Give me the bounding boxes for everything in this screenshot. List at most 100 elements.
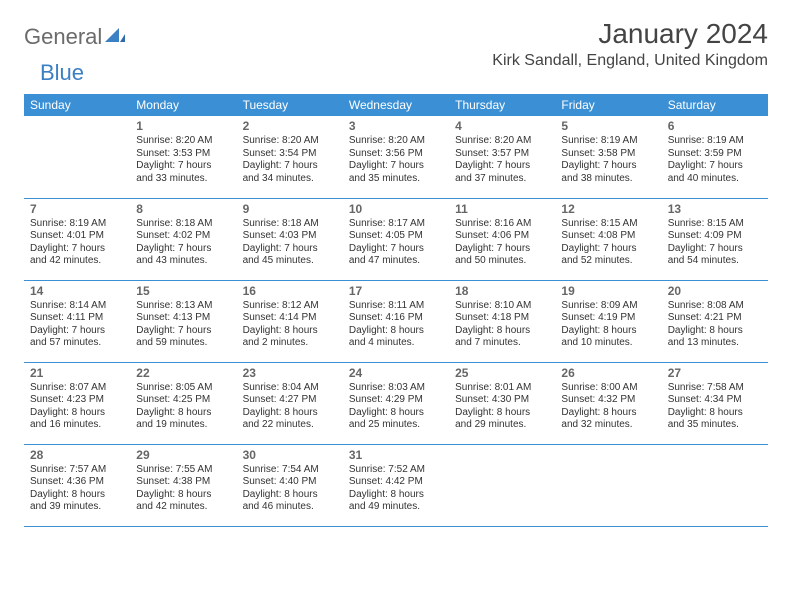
sunrise-line: Sunrise: 8:19 AM [30, 218, 124, 231]
day-number: 6 [668, 119, 762, 134]
empty-cell [555, 444, 661, 526]
sunrise-line: Sunrise: 7:57 AM [30, 464, 124, 477]
sunrise-line: Sunrise: 7:54 AM [243, 464, 337, 477]
daylight-line: Daylight: 8 hours and 2 minutes. [243, 325, 337, 350]
sunset-line: Sunset: 4:02 PM [136, 230, 230, 243]
sunset-line: Sunset: 4:18 PM [455, 312, 549, 325]
day-cell: 21Sunrise: 8:07 AMSunset: 4:23 PMDayligh… [24, 362, 130, 444]
day-number: 17 [349, 284, 443, 299]
day-cell: 22Sunrise: 8:05 AMSunset: 4:25 PMDayligh… [130, 362, 236, 444]
day-number: 2 [243, 119, 337, 134]
logo-text-blue: Blue [40, 60, 84, 86]
day-number: 1 [136, 119, 230, 134]
day-cell: 3Sunrise: 8:20 AMSunset: 3:56 PMDaylight… [343, 116, 449, 198]
sunset-line: Sunset: 4:13 PM [136, 312, 230, 325]
week-row: 1Sunrise: 8:20 AMSunset: 3:53 PMDaylight… [24, 116, 768, 198]
day-number: 3 [349, 119, 443, 134]
sunset-line: Sunset: 4:27 PM [243, 394, 337, 407]
day-number: 7 [30, 202, 124, 217]
day-cell: 6Sunrise: 8:19 AMSunset: 3:59 PMDaylight… [662, 116, 768, 198]
sunrise-line: Sunrise: 8:15 AM [561, 218, 655, 231]
day-cell: 23Sunrise: 8:04 AMSunset: 4:27 PMDayligh… [237, 362, 343, 444]
sunset-line: Sunset: 4:42 PM [349, 476, 443, 489]
daylight-line: Daylight: 7 hours and 37 minutes. [455, 160, 549, 185]
sunset-line: Sunset: 3:54 PM [243, 148, 337, 161]
day-cell: 1Sunrise: 8:20 AMSunset: 3:53 PMDaylight… [130, 116, 236, 198]
day-number: 13 [668, 202, 762, 217]
day-cell: 12Sunrise: 8:15 AMSunset: 4:08 PMDayligh… [555, 198, 661, 280]
sunset-line: Sunset: 4:38 PM [136, 476, 230, 489]
sunset-line: Sunset: 3:59 PM [668, 148, 762, 161]
sunrise-line: Sunrise: 8:05 AM [136, 382, 230, 395]
sunset-line: Sunset: 4:40 PM [243, 476, 337, 489]
day-number: 26 [561, 366, 655, 381]
sunset-line: Sunset: 4:23 PM [30, 394, 124, 407]
sunset-line: Sunset: 4:09 PM [668, 230, 762, 243]
sunset-line: Sunset: 4:30 PM [455, 394, 549, 407]
empty-cell [449, 444, 555, 526]
day-number: 30 [243, 448, 337, 463]
calendar-body: 1Sunrise: 8:20 AMSunset: 3:53 PMDaylight… [24, 116, 768, 526]
location: Kirk Sandall, England, United Kingdom [492, 52, 768, 70]
daylight-line: Daylight: 7 hours and 52 minutes. [561, 243, 655, 268]
day-header: Thursday [449, 94, 555, 116]
sunrise-line: Sunrise: 8:17 AM [349, 218, 443, 231]
calendar-head: SundayMondayTuesdayWednesdayThursdayFrid… [24, 94, 768, 116]
daylight-line: Daylight: 7 hours and 47 minutes. [349, 243, 443, 268]
day-header: Monday [130, 94, 236, 116]
daylight-line: Daylight: 8 hours and 19 minutes. [136, 407, 230, 432]
sunset-line: Sunset: 4:03 PM [243, 230, 337, 243]
daylight-line: Daylight: 7 hours and 38 minutes. [561, 160, 655, 185]
sunset-line: Sunset: 4:16 PM [349, 312, 443, 325]
day-cell: 10Sunrise: 8:17 AMSunset: 4:05 PMDayligh… [343, 198, 449, 280]
day-number: 27 [668, 366, 762, 381]
week-row: 14Sunrise: 8:14 AMSunset: 4:11 PMDayligh… [24, 280, 768, 362]
sunset-line: Sunset: 3:58 PM [561, 148, 655, 161]
day-cell: 27Sunrise: 7:58 AMSunset: 4:34 PMDayligh… [662, 362, 768, 444]
sunrise-line: Sunrise: 8:12 AM [243, 300, 337, 313]
sunrise-line: Sunrise: 8:04 AM [243, 382, 337, 395]
sunrise-line: Sunrise: 8:16 AM [455, 218, 549, 231]
sunrise-line: Sunrise: 7:58 AM [668, 382, 762, 395]
day-number: 31 [349, 448, 443, 463]
daylight-line: Daylight: 8 hours and 7 minutes. [455, 325, 549, 350]
day-cell: 9Sunrise: 8:18 AMSunset: 4:03 PMDaylight… [237, 198, 343, 280]
sunrise-line: Sunrise: 8:03 AM [349, 382, 443, 395]
sunrise-line: Sunrise: 8:00 AM [561, 382, 655, 395]
sunset-line: Sunset: 4:36 PM [30, 476, 124, 489]
calendar-table: SundayMondayTuesdayWednesdayThursdayFrid… [24, 94, 768, 527]
sunrise-line: Sunrise: 8:20 AM [349, 135, 443, 148]
daylight-line: Daylight: 7 hours and 50 minutes. [455, 243, 549, 268]
week-row: 7Sunrise: 8:19 AMSunset: 4:01 PMDaylight… [24, 198, 768, 280]
title-block: January 2024 Kirk Sandall, England, Unit… [492, 18, 768, 70]
calendar-page: General January 2024 Kirk Sandall, Engla… [0, 0, 792, 537]
sunrise-line: Sunrise: 8:08 AM [668, 300, 762, 313]
empty-cell [662, 444, 768, 526]
sunset-line: Sunset: 3:57 PM [455, 148, 549, 161]
day-cell: 5Sunrise: 8:19 AMSunset: 3:58 PMDaylight… [555, 116, 661, 198]
sunrise-line: Sunrise: 8:20 AM [136, 135, 230, 148]
day-cell: 17Sunrise: 8:11 AMSunset: 4:16 PMDayligh… [343, 280, 449, 362]
day-number: 20 [668, 284, 762, 299]
day-header: Tuesday [237, 94, 343, 116]
day-header-row: SundayMondayTuesdayWednesdayThursdayFrid… [24, 94, 768, 116]
sunset-line: Sunset: 3:53 PM [136, 148, 230, 161]
day-cell: 18Sunrise: 8:10 AMSunset: 4:18 PMDayligh… [449, 280, 555, 362]
sunset-line: Sunset: 3:56 PM [349, 148, 443, 161]
daylight-line: Daylight: 8 hours and 49 minutes. [349, 489, 443, 514]
sunset-line: Sunset: 4:08 PM [561, 230, 655, 243]
sunrise-line: Sunrise: 8:20 AM [243, 135, 337, 148]
day-number: 29 [136, 448, 230, 463]
sunrise-line: Sunrise: 7:52 AM [349, 464, 443, 477]
daylight-line: Daylight: 7 hours and 59 minutes. [136, 325, 230, 350]
logo-sail-icon [105, 26, 125, 49]
day-number: 22 [136, 366, 230, 381]
day-number: 15 [136, 284, 230, 299]
day-cell: 15Sunrise: 8:13 AMSunset: 4:13 PMDayligh… [130, 280, 236, 362]
sunset-line: Sunset: 4:29 PM [349, 394, 443, 407]
day-header: Friday [555, 94, 661, 116]
day-number: 19 [561, 284, 655, 299]
day-number: 11 [455, 202, 549, 217]
sunrise-line: Sunrise: 8:19 AM [668, 135, 762, 148]
sunrise-line: Sunrise: 8:19 AM [561, 135, 655, 148]
